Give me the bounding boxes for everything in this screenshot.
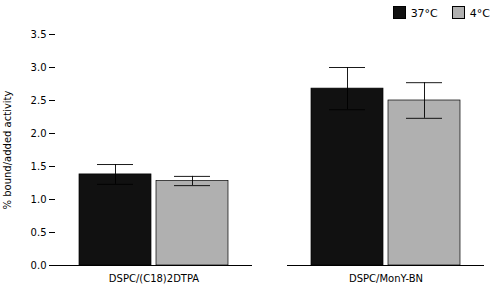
svg-text:3.5: 3.5 xyxy=(31,29,47,40)
svg-text:0.0: 0.0 xyxy=(31,260,47,271)
html-text:37°C: 37°C xyxy=(410,7,438,20)
svg-text:0.5: 0.5 xyxy=(31,227,47,238)
svg-text:3.0: 3.0 xyxy=(31,62,47,73)
html-text:4°C: 4°C xyxy=(469,7,490,20)
svg-text:2.0: 2.0 xyxy=(31,128,47,139)
svg-text:2.5: 2.5 xyxy=(31,95,47,106)
svg-text:1.0: 1.0 xyxy=(31,194,47,205)
svg-text:1.5: 1.5 xyxy=(31,161,47,172)
svg-text:DSPC/MonY-BN: DSPC/MonY-BN xyxy=(349,273,423,284)
svg-text:% bound/added activity: % bound/added activity xyxy=(2,90,13,209)
svg-text:DSPC/(C18)2DTPA: DSPC/(C18)2DTPA xyxy=(109,273,200,284)
